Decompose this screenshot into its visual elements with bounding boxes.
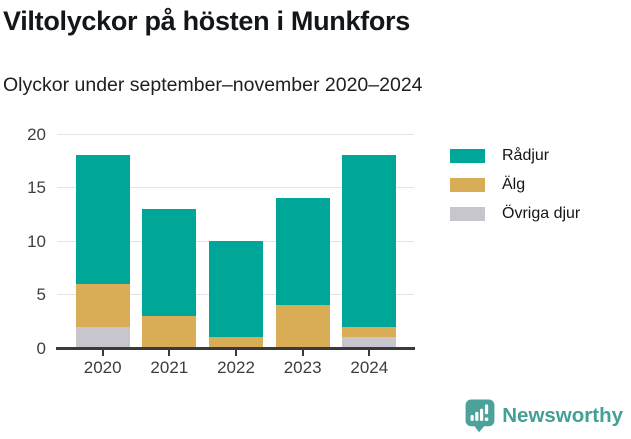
x-axis-line <box>56 347 415 350</box>
legend-item-älg: Älg <box>450 170 580 199</box>
legend-swatch <box>450 148 485 163</box>
x-axis-tick-label: 2020 <box>83 358 122 377</box>
bar-segment-2020-övriga-djur <box>75 326 130 348</box>
x-axis-tick-label: 2022 <box>217 358 255 377</box>
bar-segment-2021-älg <box>142 315 197 348</box>
legend-label: Älg <box>502 175 526 193</box>
x-axis-tick <box>168 349 171 356</box>
y-axis-tick-label: 15 <box>27 178 46 197</box>
legend-item-övriga-djur: Övriga djur <box>450 199 580 228</box>
legend-swatch <box>450 177 485 192</box>
chart-title: Viltolyckor på hösten i Munkfors <box>3 6 410 36</box>
gridline-y15 <box>57 187 414 188</box>
x-axis-tick-label: 2023 <box>283 358 322 377</box>
bar-segment-2023-älg <box>275 305 330 348</box>
x-axis-tick <box>301 349 304 356</box>
legend-swatch <box>450 206 485 221</box>
bar-segment-2020-älg <box>75 283 130 327</box>
bar-segment-2021-rådjur <box>142 208 197 316</box>
legend: Rådjur Älg Övriga djur <box>450 141 580 228</box>
legend-item-rådjur: Rådjur <box>450 141 580 170</box>
y-axis-tick-label: 20 <box>27 124 46 144</box>
legend-label: Rådjur <box>502 146 550 164</box>
y-axis-tick-label: 5 <box>36 285 46 304</box>
y-axis-tick-label: 10 <box>27 231 46 251</box>
chart-subtitle: Olyckor under september–november 2020–20… <box>3 74 423 96</box>
newsworthy-logo: Newsworthy <box>465 399 623 433</box>
y-axis-tick-label: 0 <box>36 338 46 358</box>
bar-segment-2024-rådjur <box>342 155 397 327</box>
x-axis-tick <box>101 349 104 356</box>
x-axis-tick-label: 2021 <box>150 358 189 377</box>
bar-segment-2022-älg <box>209 337 263 348</box>
x-axis-tick-label: 2024 <box>350 358 389 377</box>
legend-label: Övriga djur <box>502 204 581 222</box>
x-axis-tick <box>235 349 237 356</box>
bar-segment-2022-rådjur <box>209 241 263 338</box>
bar-segment-2023-rådjur <box>275 198 330 306</box>
bar-segment-2024-älg <box>342 326 397 338</box>
bar-segment-2024-övriga-djur <box>342 337 397 348</box>
newsworthy-bubble-chart-icon <box>465 399 495 433</box>
x-axis-tick <box>368 349 371 356</box>
gridline-y20 <box>57 133 414 135</box>
bar-segment-2020-rådjur <box>75 155 130 284</box>
newsworthy-wordmark: Newsworthy <box>502 404 623 427</box>
